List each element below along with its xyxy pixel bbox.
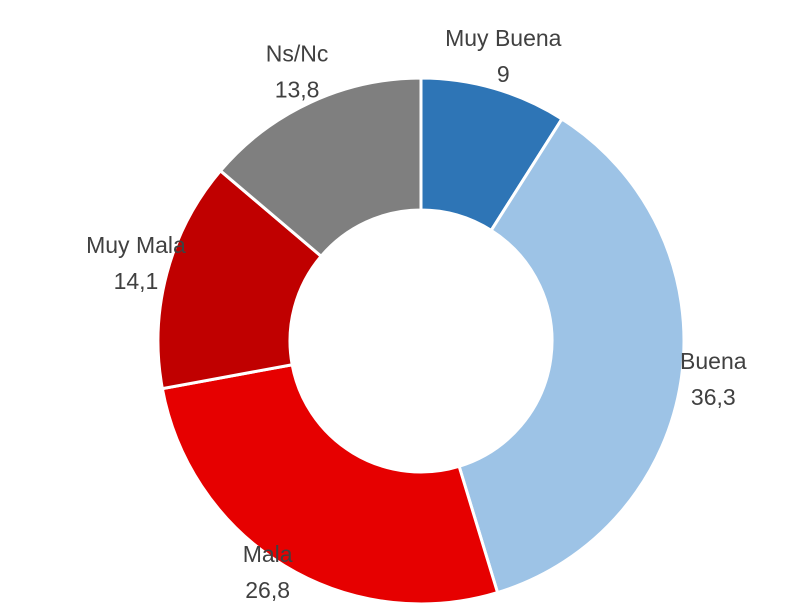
slice-category-label: Mala [243, 541, 293, 567]
slice-category-label: Muy Buena [445, 25, 562, 51]
donut-slice [218, 76, 423, 259]
slice-category-label: Buena [680, 348, 747, 374]
slice-category-label: Ns/Nc [266, 40, 329, 66]
slice-value-label: 9 [497, 61, 510, 87]
slice-value-label: 14,1 [114, 268, 159, 294]
slice-category-label: Muy Mala [86, 232, 186, 258]
donut-slice [160, 362, 500, 606]
slice-value-label: 36,3 [691, 384, 736, 410]
donut-slice [457, 116, 686, 595]
slice-value-label: 13,8 [275, 76, 320, 102]
slice-value-label: 26,8 [245, 577, 290, 603]
donut-slice [156, 168, 324, 391]
